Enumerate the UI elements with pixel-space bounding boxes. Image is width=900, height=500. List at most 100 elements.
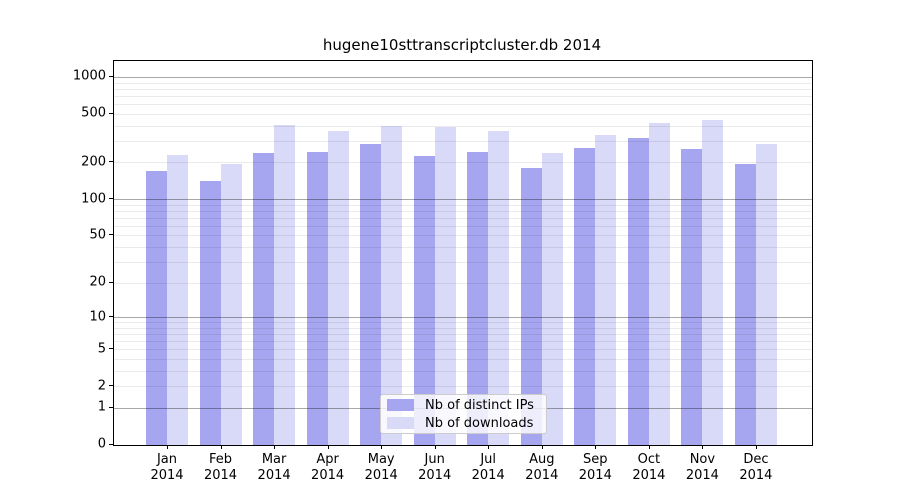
bar-nb-of-distinct-ips-dec xyxy=(734,164,756,445)
gridline-minor-50 xyxy=(114,235,812,237)
bar-nb-of-downloads-oct xyxy=(648,123,670,445)
bar-nb-of-downloads-apr xyxy=(327,130,349,445)
bar-nb-of-downloads-dec xyxy=(755,143,777,445)
x-tick-year: 2014 xyxy=(257,468,291,483)
gridline-major-100 xyxy=(114,199,812,200)
x-tick-month: Aug xyxy=(529,452,555,467)
grid-layer xyxy=(114,61,812,445)
y-tick-label-500: 500 xyxy=(81,105,106,121)
x-tick-feb xyxy=(220,445,222,449)
x-tick-year: 2014 xyxy=(203,468,238,483)
bar-nb-of-distinct-ips-nov xyxy=(681,148,703,445)
plot-area: Nb of distinct IPs Nb of downloads xyxy=(113,60,813,446)
x-tick-nov xyxy=(702,445,704,449)
bar-nb-of-distinct-ips-jan xyxy=(146,171,167,445)
x-tick-year: 2014 xyxy=(578,468,612,483)
x-tick-jul xyxy=(488,445,490,449)
x-tick-jan xyxy=(167,445,168,449)
gridline-minor-20 xyxy=(114,282,812,284)
gridline-minor-60 xyxy=(114,225,812,227)
bar-nb-of-downloads-nov xyxy=(702,119,724,445)
gridline-minor-3 xyxy=(114,370,812,372)
y-tick-500 xyxy=(109,112,113,114)
gridline-major-10 xyxy=(114,317,812,318)
x-tick-label-sep: Sep 2014 xyxy=(563,452,627,484)
y-tick-label-20: 20 xyxy=(89,274,106,290)
bar-nb-of-distinct-ips-jul xyxy=(467,151,489,445)
y-tick-2 xyxy=(109,385,113,387)
x-tick-month: Oct xyxy=(637,452,661,467)
x-tick-jun xyxy=(434,445,436,449)
legend-label-distinct-ips: Nb of distinct IPs xyxy=(425,397,534,413)
x-tick-month: Jan xyxy=(156,452,178,467)
x-tick-month: Feb xyxy=(208,452,233,467)
x-tick-label-may: May 2014 xyxy=(349,452,413,484)
bar-nb-of-downloads-may xyxy=(381,125,403,445)
gridline-minor-300 xyxy=(114,140,812,142)
gridline-minor-6 xyxy=(114,341,812,343)
x-tick-label-jul: Jul 2014 xyxy=(456,452,520,484)
bar-nb-of-downloads-feb xyxy=(220,163,242,445)
y-tick-0 xyxy=(109,443,113,445)
y-tick-label-200: 200 xyxy=(81,154,106,170)
gridline-minor-30 xyxy=(114,261,812,263)
y-tick-20 xyxy=(109,281,113,283)
legend-swatch-downloads xyxy=(387,417,414,429)
x-tick-month: Nov xyxy=(689,452,716,467)
bar-nb-of-distinct-ips-mar xyxy=(253,153,275,445)
legend-row-downloads: Nb of downloads xyxy=(387,417,538,430)
y-tick-label-10: 10 xyxy=(89,309,106,324)
x-tick-month: Mar xyxy=(261,452,287,467)
x-tick-label-apr: Apr 2014 xyxy=(296,452,360,484)
gridline-minor-2 xyxy=(114,386,812,388)
gridline-minor-8 xyxy=(114,327,812,329)
bar-nb-of-downloads-sep xyxy=(595,134,617,445)
x-tick-month: Dec xyxy=(743,452,769,467)
y-tick-200 xyxy=(109,161,113,163)
y-tick-label-2: 2 xyxy=(97,378,106,394)
y-tick-label-1: 1 xyxy=(97,399,106,415)
x-tick-mar xyxy=(274,445,276,449)
x-tick-label-jun: Jun 2014 xyxy=(403,452,467,484)
y-tick-100 xyxy=(109,198,113,199)
x-tick-label-feb: Feb 2014 xyxy=(189,452,253,484)
bar-nb-of-downloads-aug xyxy=(541,153,563,445)
gridline-minor-9 xyxy=(114,322,812,324)
x-tick-year: 2014 xyxy=(471,468,505,483)
x-tick-year: 2014 xyxy=(632,468,666,483)
y-tick-label-0: 0 xyxy=(97,436,106,452)
bar-nb-of-distinct-ips-oct xyxy=(627,137,649,445)
gridline-major-1000 xyxy=(114,76,812,78)
gridline-minor-80 xyxy=(114,210,812,212)
gridline-minor-4 xyxy=(114,359,812,360)
bar-nb-of-downloads-jan xyxy=(167,155,188,445)
gridline-minor-90 xyxy=(114,204,812,206)
gridline-minor-200 xyxy=(114,162,812,164)
bar-nb-of-distinct-ips-sep xyxy=(574,147,596,445)
x-tick-month: Jun xyxy=(424,452,445,467)
gridline-minor-900 xyxy=(114,82,812,84)
bars-layer xyxy=(114,61,812,445)
y-tick-label-1000: 1000 xyxy=(72,68,106,84)
x-tick-label-dec: Dec 2014 xyxy=(724,452,788,484)
x-tick-year: 2014 xyxy=(685,468,719,483)
gridline-minor-600 xyxy=(114,104,812,105)
x-tick-year: 2014 xyxy=(311,468,345,483)
x-tick-sep xyxy=(595,445,597,449)
bar-nb-of-distinct-ips-feb xyxy=(199,180,221,445)
x-tick-month: Apr xyxy=(316,452,339,467)
x-tick-year: 2014 xyxy=(364,468,398,483)
gridline-minor-40 xyxy=(114,247,812,248)
x-tick-month: May xyxy=(367,452,395,467)
x-tick-oct xyxy=(648,445,650,449)
x-tick-label-nov: Nov 2014 xyxy=(670,452,734,484)
x-tick-apr xyxy=(327,445,329,449)
x-tick-aug xyxy=(541,445,543,449)
bar-nb-of-distinct-ips-apr xyxy=(306,151,328,445)
legend: Nb of distinct IPs Nb of downloads xyxy=(380,394,547,434)
gridline-minor-7 xyxy=(114,334,812,335)
x-tick-year: 2014 xyxy=(739,468,773,483)
gridline-minor-5 xyxy=(114,349,812,351)
gridline-minor-70 xyxy=(114,217,812,219)
